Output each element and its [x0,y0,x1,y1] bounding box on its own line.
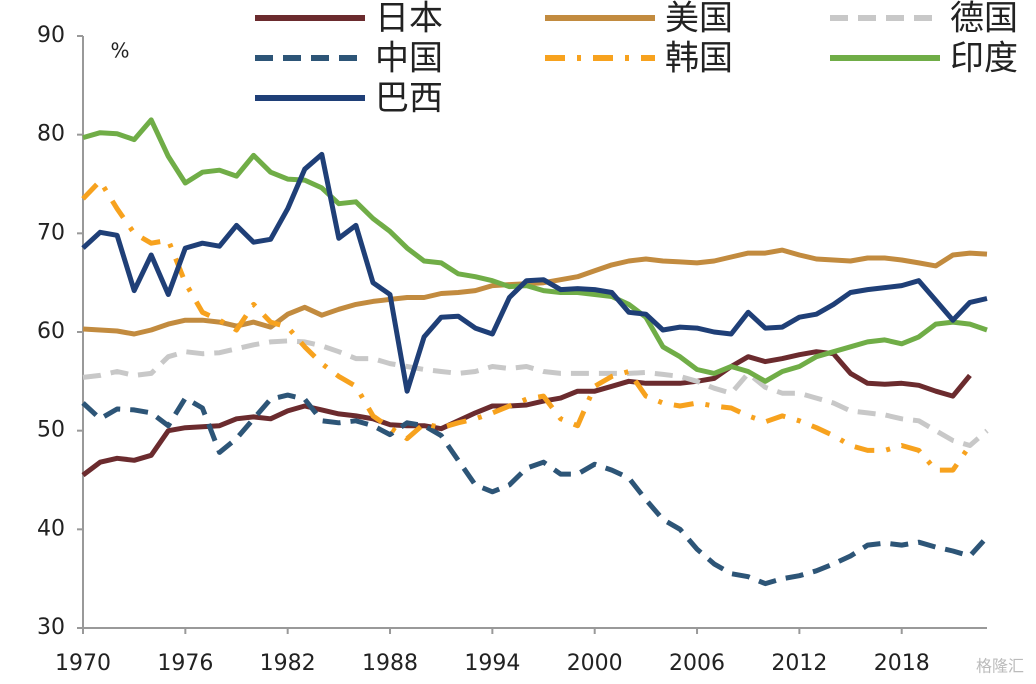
series-line [81,178,972,473]
legend-label: 印度 [950,39,1018,79]
legend-label: 韩国 [665,39,733,79]
x-tick-label: 2012 [771,651,827,676]
series-line [81,151,988,394]
x-tick-label: 1970 [55,651,111,676]
legend-label: 德国 [950,0,1018,39]
y-tick-label: 70 [37,220,65,245]
y-tick-label: 30 [37,615,65,640]
x-tick-label: 1994 [464,651,520,676]
series-line [82,117,988,384]
x-tick-label: 1982 [260,651,316,676]
x-tick-label: 1988 [362,651,418,676]
series-line [81,392,989,587]
series-line [82,247,988,337]
series-line [82,338,989,448]
legend-label: 中国 [375,39,443,79]
x-tick-label: 2006 [669,651,725,676]
watermark: 格隆汇 [976,657,1024,676]
y-tick-label: 50 [37,418,65,443]
y-tick-label: 40 [37,516,65,541]
legend-label: 日本 [375,0,443,39]
x-tick-label: 2018 [874,651,930,676]
series-line [81,349,972,478]
legend-label: 巴西 [375,79,443,119]
y-tick-label: 80 [37,122,65,147]
legend-label: 美国 [665,0,733,39]
unit-label: % [110,39,129,63]
x-tick-label: 2000 [567,651,623,676]
y-tick-label: 60 [37,319,65,344]
y-tick-label: 90 [37,23,65,48]
x-tick-label: 1976 [157,651,213,676]
